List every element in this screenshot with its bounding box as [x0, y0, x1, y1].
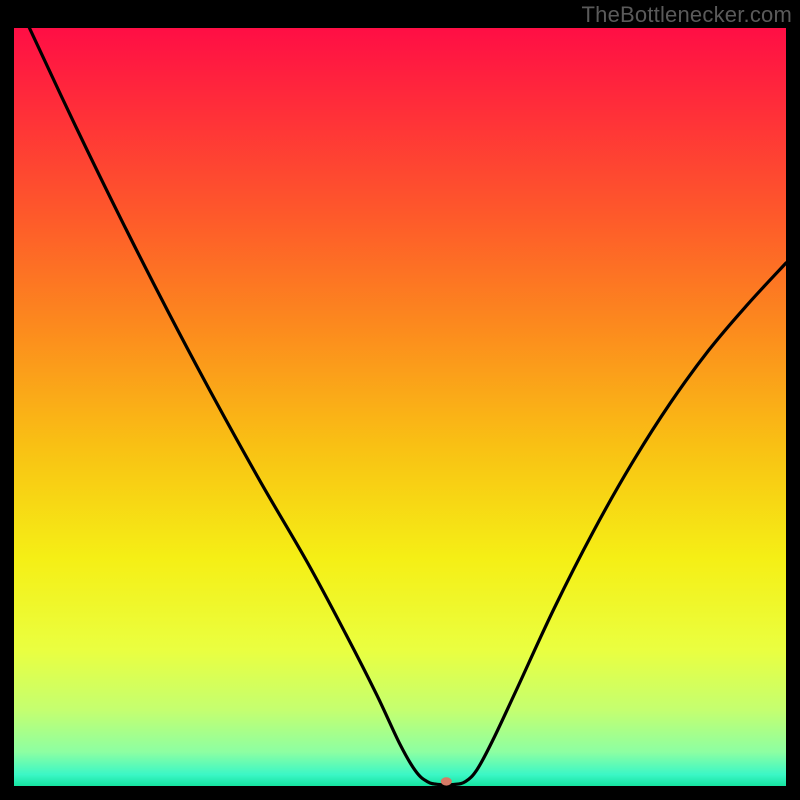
watermark-text: TheBottlenecker.com: [582, 2, 792, 28]
optimum-marker: [441, 777, 452, 785]
gradient-background: [14, 28, 786, 786]
bottleneck-chart: [14, 28, 786, 786]
chart-frame: TheBottlenecker.com: [0, 0, 800, 800]
